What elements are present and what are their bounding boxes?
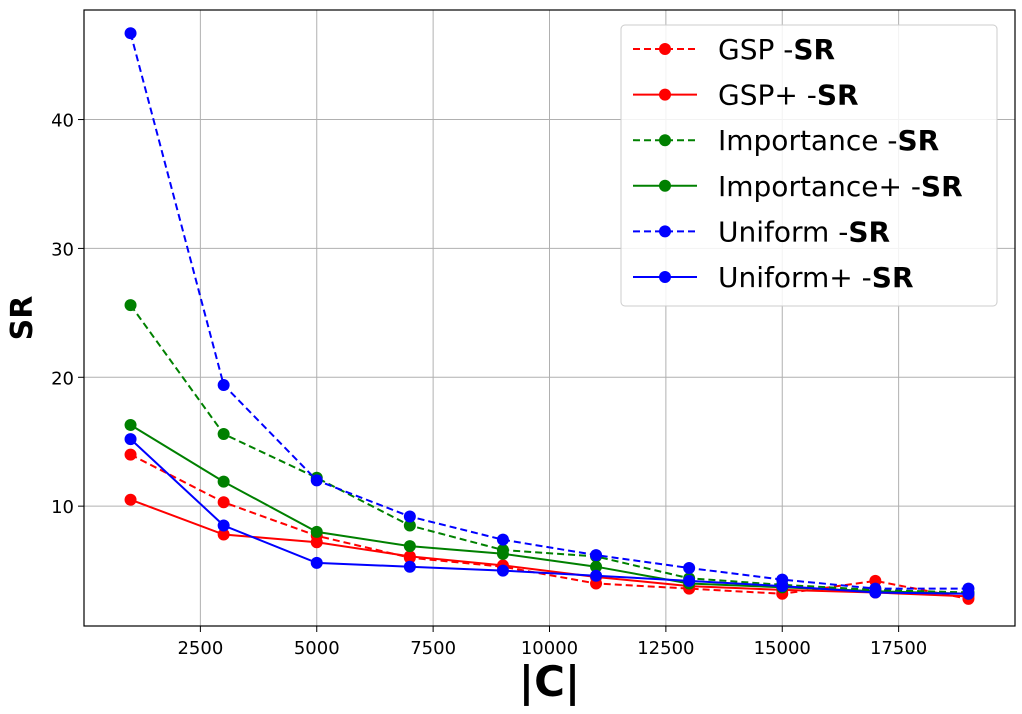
series-line-1 xyxy=(130,498,969,598)
data-point xyxy=(590,560,603,573)
data-point xyxy=(310,536,323,549)
data-point xyxy=(496,564,509,577)
data-point xyxy=(310,525,323,538)
legend-marker xyxy=(659,88,671,101)
x-tick-label: 15000 xyxy=(754,638,811,659)
data-point xyxy=(124,299,137,312)
y-tick-label: 30 xyxy=(51,239,74,260)
data-point xyxy=(217,528,230,541)
y-axis-title: SR xyxy=(5,296,40,341)
y-tick-label: 10 xyxy=(51,497,74,518)
data-point xyxy=(310,474,323,487)
legend-label: GSP -SR xyxy=(718,33,835,66)
x-tick-label: 10000 xyxy=(521,638,578,659)
x-tick-label: 5000 xyxy=(294,638,340,659)
data-point xyxy=(124,493,137,506)
data-point xyxy=(496,533,509,546)
legend-marker xyxy=(659,225,671,238)
legend: GSP -SR GSP+ -SR Importance -SR Importance+… xyxy=(620,24,998,307)
data-point xyxy=(869,586,882,599)
legend-marker xyxy=(659,134,671,147)
data-point xyxy=(590,569,603,582)
legend-label: Uniform -SR xyxy=(718,215,890,248)
data-point xyxy=(124,433,137,446)
series-line-5 xyxy=(129,438,969,595)
data-point xyxy=(403,519,416,532)
data-point xyxy=(124,418,137,431)
x-tick-label: 17500 xyxy=(870,638,927,659)
legend-marker xyxy=(659,271,671,283)
data-point xyxy=(403,550,416,563)
data-point xyxy=(310,556,323,569)
y-tick-label: 40 xyxy=(51,111,74,132)
data-point xyxy=(124,27,137,40)
legend-box xyxy=(620,24,998,307)
data-point xyxy=(217,427,230,440)
legend-label: Importance+ -SR xyxy=(718,170,963,203)
data-point xyxy=(217,475,230,488)
x-tick-label: 12500 xyxy=(637,638,694,659)
legend-label: Importance -SR xyxy=(718,124,939,157)
data-point xyxy=(217,496,230,509)
data-point xyxy=(217,379,230,392)
axis-ticks: 2500 5000 7500 10000 12500 15000 17500 10 20 30 40 xyxy=(51,111,927,659)
data-point xyxy=(962,587,975,600)
x-axis-title: |C| xyxy=(519,657,581,706)
series-line-0 xyxy=(130,453,969,600)
legend-marker xyxy=(659,179,671,192)
data-point xyxy=(590,549,603,562)
series-line-2 xyxy=(129,304,969,594)
x-tick-label: 2500 xyxy=(177,638,223,659)
legend-marker xyxy=(659,43,671,55)
y-tick-label: 20 xyxy=(51,368,74,389)
data-point xyxy=(776,580,789,593)
data-point xyxy=(403,540,416,553)
x-tick-label: 7500 xyxy=(410,638,456,659)
data-point xyxy=(683,574,696,587)
series-line-4 xyxy=(129,32,969,590)
legend-label: Uniform+ -SR xyxy=(718,261,914,294)
data-point xyxy=(217,519,230,532)
data-point xyxy=(403,510,416,523)
data-point xyxy=(124,448,137,461)
data-point xyxy=(683,562,696,575)
series-group xyxy=(124,27,975,605)
data-point xyxy=(496,547,509,560)
legend-label: GSP+ -SR xyxy=(718,79,859,112)
data-point xyxy=(403,560,416,573)
